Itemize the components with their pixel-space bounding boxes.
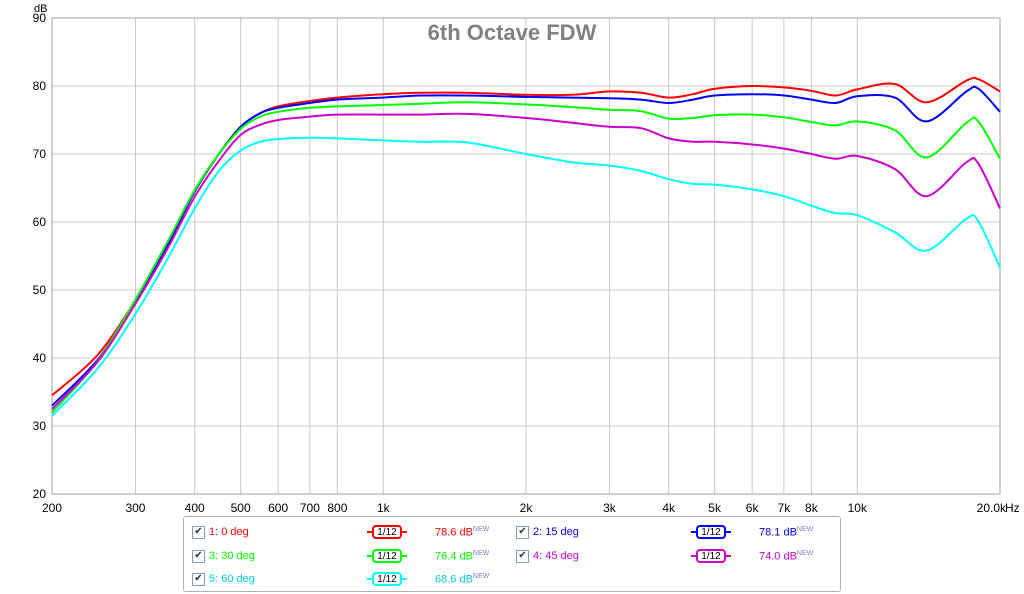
new-badge: NEW [472, 573, 490, 580]
y-tick-label: 90 [33, 11, 47, 25]
x-tick-label: 700 [300, 501, 320, 515]
curve-series-3 [51, 101, 1001, 414]
smoothing-button[interactable]: 1/12 [367, 525, 407, 539]
smoothing-label: 1/12 [701, 526, 721, 538]
curve-series-5 [51, 136, 1001, 417]
series-level: 76.4 dBNEW [435, 550, 490, 563]
series-level: 78.1 dBNEW [759, 526, 814, 539]
x-tick-label: 8k [805, 501, 819, 515]
x-tick-label: 20.0k [977, 501, 1007, 515]
x-tick-label: 800 [327, 501, 347, 515]
x-tick-label: 10k [848, 501, 868, 515]
series-checkbox[interactable]: ✔ [192, 549, 205, 563]
smoothing-label: 1/12 [377, 526, 397, 538]
smoothing-button[interactable]: 1/12 [367, 572, 407, 586]
plot-area-border [51, 17, 1001, 495]
series-name: 2: 15 deg [533, 526, 579, 538]
series-checkbox[interactable]: ✔ [192, 572, 205, 586]
legend-entry-5[interactable]: ✔ 5: 60 deg [192, 569, 255, 589]
y-tick-label: 20 [33, 487, 47, 501]
x-tick-label: 3k [603, 501, 617, 515]
legend-entry-3[interactable]: ✔ 3: 30 deg [192, 546, 255, 566]
new-badge: NEW [796, 526, 814, 533]
smoothing-label: 1/12 [701, 550, 721, 562]
y-tick-label: 30 [33, 419, 47, 433]
series-name: 5: 60 deg [209, 573, 255, 585]
legend-entry-2[interactable]: ✔ 2: 15 deg [516, 522, 579, 542]
smoothing-label: 1/12 [377, 550, 397, 562]
legend-panel: ✔ 1: 0 deg 1/12 78.6 dBNEW ✔ 2: 15 deg 1/12 78.… [183, 516, 841, 592]
y-tick-label: 80 [33, 79, 47, 93]
x-axis-ticks: 200 300 400 500 600 700 800 1k 2k 3k 4k 5k 6k 7k 8k 10k… [42, 501, 1020, 515]
series-checkbox[interactable]: ✔ [192, 525, 205, 539]
x-unit-label: Hz [1005, 501, 1020, 515]
y-axis-ticks: 20 30 40 50 60 70 80 90 [33, 11, 47, 501]
chart-title: 6th Octave FDW [428, 20, 597, 45]
y-tick-label: 40 [33, 351, 47, 365]
frequency-response-chart: 6th Octave FDW dB 20 30 40 50 60 70 80 90 200 30… [33, 3, 1020, 515]
x-tick-label: 2k [520, 501, 534, 515]
smoothing-button[interactable]: 1/12 [691, 525, 731, 539]
x-tick-label: 600 [268, 501, 288, 515]
x-tick-label: 500 [231, 501, 251, 515]
y-tick-label: 60 [33, 215, 47, 229]
x-tick-label: 7k [778, 501, 792, 515]
y-axis-label: dB [34, 3, 47, 15]
x-tick-label: 400 [185, 501, 205, 515]
x-tick-label: 200 [42, 501, 62, 515]
curve-series-4 [51, 112, 1001, 410]
x-tick-label: 4k [662, 501, 676, 515]
legend-entry-4[interactable]: ✔ 4: 45 deg [516, 546, 579, 566]
x-tick-label: 6k [746, 501, 760, 515]
smoothing-button[interactable]: 1/12 [691, 549, 731, 563]
x-tick-label: 300 [125, 501, 145, 515]
new-badge: NEW [472, 550, 490, 557]
series-name: 1: 0 deg [209, 526, 249, 538]
series-name: 4: 45 deg [533, 550, 579, 562]
x-tick-label: 1k [377, 501, 391, 515]
y-tick-label: 70 [33, 147, 47, 161]
series-name: 3: 30 deg [209, 550, 255, 562]
new-badge: NEW [472, 526, 490, 533]
curves [51, 76, 1001, 417]
y-tick-label: 50 [33, 283, 47, 297]
series-level: 78.6 dBNEW [435, 526, 490, 539]
series-level: 68.6 dBNEW [435, 573, 490, 586]
series-checkbox[interactable]: ✔ [516, 549, 529, 563]
new-badge: NEW [796, 550, 814, 557]
x-tick-label: 5k [708, 501, 722, 515]
smoothing-button[interactable]: 1/12 [367, 549, 407, 563]
series-level: 74.0 dBNEW [759, 550, 814, 563]
smoothing-label: 1/12 [377, 573, 397, 585]
series-checkbox[interactable]: ✔ [516, 525, 529, 539]
legend-entry-1[interactable]: ✔ 1: 0 deg [192, 522, 249, 542]
